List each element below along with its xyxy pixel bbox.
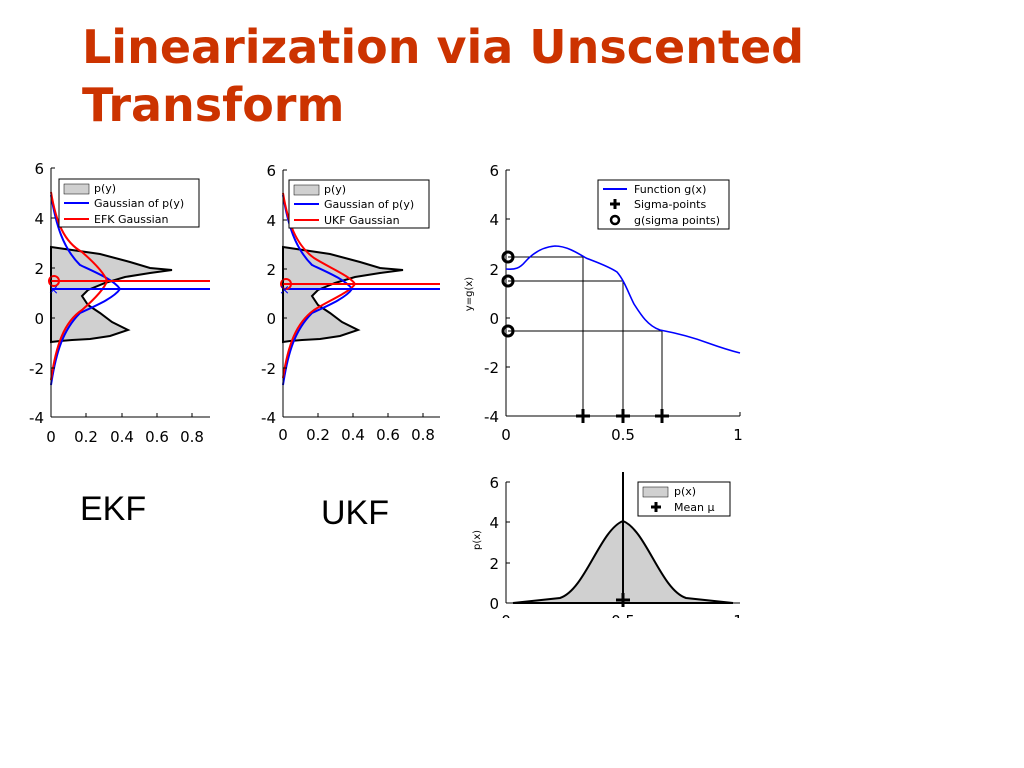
ekf-legend-efk: EFK Gaussian xyxy=(94,213,168,226)
ekf-ytick: -2 xyxy=(29,360,44,378)
ekf-xtick: 0 xyxy=(46,428,56,446)
slide-title: Linearization via Unscented Transform xyxy=(82,18,982,134)
ekf-red-circle-marker xyxy=(48,275,60,287)
ukf-caption: UKF xyxy=(321,494,389,532)
func-ytick: -2 xyxy=(484,359,499,377)
sigma-point-marker xyxy=(616,409,630,423)
ekf-xtick: 0.2 xyxy=(74,428,98,446)
ukf-legend: p(y) Gaussian of p(y) UKF Gaussian xyxy=(288,179,430,229)
func-ytick: 2 xyxy=(489,261,499,279)
prior-mean-marker xyxy=(616,593,630,607)
ekf-ytick: 6 xyxy=(34,160,44,178)
ekf-legend-gaussian: Gaussian of p(y) xyxy=(94,197,184,210)
ukf-panel: × 6 4 2 0 -2 -4 0 0.2 0.4 0.6 0.8 xyxy=(261,162,440,444)
g-sigma-point-marker xyxy=(501,250,515,264)
title-line-2: Transform xyxy=(82,78,345,132)
ekf-ytick: -4 xyxy=(29,409,44,427)
ukf-ytick: 4 xyxy=(266,212,276,230)
ekf-legend: p(y) Gaussian of p(y) EFK Gaussian xyxy=(58,178,200,228)
prior-ylabel: p(x) xyxy=(472,530,483,550)
func-xtick: 0.5 xyxy=(611,426,635,444)
g-sigma-point-marker xyxy=(501,324,515,338)
prior-ytick: 6 xyxy=(489,474,499,492)
ukf-ytick: 2 xyxy=(266,261,276,279)
ukf-xtick: 0.4 xyxy=(341,426,365,444)
ekf-py-area xyxy=(50,245,173,344)
ukf-py-area xyxy=(282,245,404,344)
func-ylabel: y=g(x) xyxy=(464,277,475,311)
func-gx-curve xyxy=(505,245,741,354)
func-xtick: 1 xyxy=(733,426,743,444)
sigma-point-marker xyxy=(576,409,590,423)
ekf-ytick: 0 xyxy=(34,310,44,328)
ukf-red-circle-marker xyxy=(280,278,292,290)
title-line-1: Linearization via Unscented xyxy=(82,20,805,74)
prior-xtick: 0 xyxy=(501,612,511,630)
ekf-caption: EKF xyxy=(80,490,147,528)
ekf-xtick: 0.4 xyxy=(110,428,134,446)
func-xtick: 0 xyxy=(501,426,511,444)
prior-ytick: 0 xyxy=(489,595,499,613)
func-projection-lines xyxy=(508,256,663,416)
prior-ytick: 2 xyxy=(489,555,499,573)
ukf-xtick: 0.8 xyxy=(411,426,435,444)
ekf-ytick: 2 xyxy=(34,260,44,278)
ukf-blue-x-marker: × xyxy=(279,283,290,298)
ekf-panel: × 6 4 2 0 -2 -4 0 0.2 0.4 0.6 0.8 xyxy=(29,160,210,446)
ukf-ytick: -4 xyxy=(261,409,276,427)
ukf-ytick: 6 xyxy=(266,162,276,180)
prior-xtick: 1 xyxy=(733,612,743,630)
func-ytick: 6 xyxy=(489,162,499,180)
ekf-ytick: 4 xyxy=(34,210,44,228)
prior-panel: 6 4 2 0 0 0.5 1 p(x) p(x) Mean μ xyxy=(472,472,743,630)
func-ytick: -4 xyxy=(484,408,499,426)
prior-xtick: 0.5 xyxy=(611,612,635,630)
ukf-legend-py: p(y) xyxy=(324,183,346,196)
ukf-legend-gaussian: Gaussian of p(y) xyxy=(324,198,414,211)
ukf-legend-ukf: UKF Gaussian xyxy=(324,214,400,227)
ekf-xtick: 0.6 xyxy=(145,428,169,446)
ekf-blue-x-marker: × xyxy=(48,283,59,298)
ekf-xtick: 0.8 xyxy=(180,428,204,446)
prior-ytick: 4 xyxy=(489,514,499,532)
prior-legend-mean: Mean μ xyxy=(674,501,714,514)
func-ytick: 4 xyxy=(489,211,499,229)
ekf-legend-py: p(y) xyxy=(94,182,116,195)
func-legend-sigma: Sigma-points xyxy=(634,198,706,211)
function-panel: 6 4 2 0 -2 -4 0 0.5 1 y=g(x) Function g(… xyxy=(464,162,743,444)
ukf-ytick: 0 xyxy=(266,310,276,328)
ukf-xtick: 0 xyxy=(278,426,288,444)
func-legend: Function g(x) Sigma-points g(sigma point… xyxy=(597,179,730,230)
g-sigma-point-marker xyxy=(501,274,515,288)
prior-legend-px: p(x) xyxy=(674,485,696,498)
func-legend-function: Function g(x) xyxy=(634,183,706,196)
ukf-ytick: -2 xyxy=(261,360,276,378)
ukf-xtick: 0.2 xyxy=(306,426,330,444)
func-ytick: 0 xyxy=(489,310,499,328)
sigma-point-marker xyxy=(655,409,669,423)
prior-legend: p(x) Mean μ xyxy=(637,481,731,517)
func-legend-gsigma: g(sigma points) xyxy=(634,214,720,227)
ukf-xtick: 0.6 xyxy=(376,426,400,444)
